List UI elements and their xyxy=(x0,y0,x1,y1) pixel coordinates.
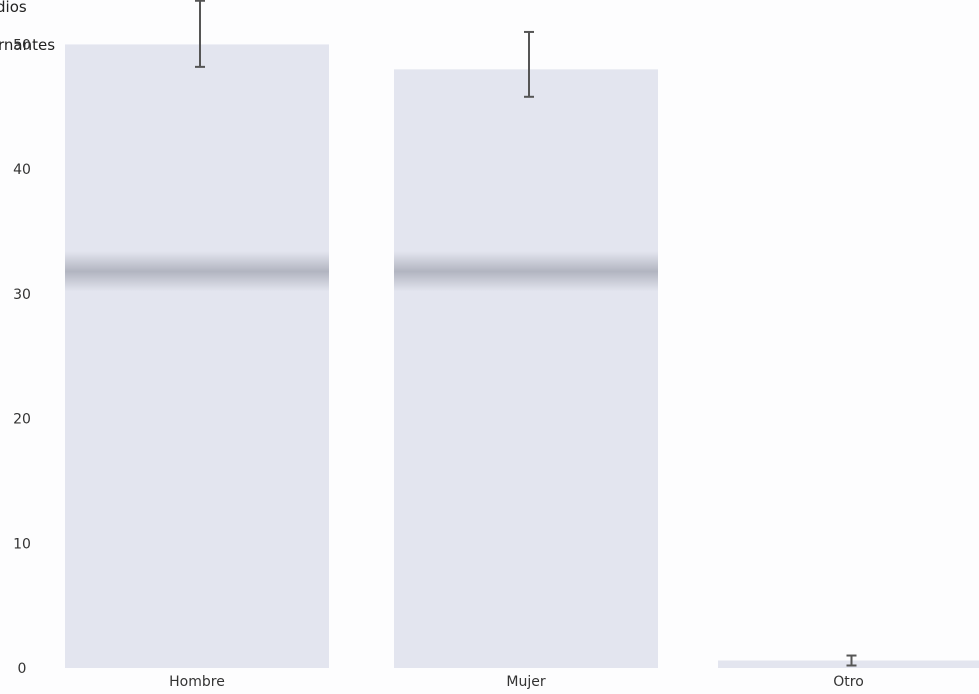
x-tick-label: Mujer xyxy=(506,674,545,690)
bar-otro xyxy=(718,660,979,668)
y-tick-label: 50 xyxy=(13,37,31,53)
bar-hombre xyxy=(65,44,329,668)
bar-mujer xyxy=(394,69,658,668)
x-tick-label: Hombre xyxy=(169,674,225,690)
bars xyxy=(65,0,979,668)
x-tick-label: Otro xyxy=(833,674,864,690)
y-tick-label: 0 xyxy=(18,661,27,677)
y-axis-title: dios rnantes xyxy=(0,0,55,54)
error-bar xyxy=(524,30,534,98)
x-axis-labels: Hombre Mujer Otro xyxy=(169,674,864,690)
bar-scan-band xyxy=(394,251,658,292)
error-bar xyxy=(846,654,857,667)
error-bar xyxy=(195,0,205,68)
y-axis-ticks: 0 10 20 30 40 50 xyxy=(13,37,31,677)
y-axis-title-line-2: rnantes xyxy=(0,36,55,54)
y-tick-label: 10 xyxy=(13,536,31,552)
bar-scan-band xyxy=(65,251,329,292)
y-tick-label: 30 xyxy=(13,287,31,303)
y-axis-title-line-1: dios xyxy=(0,0,27,16)
y-tick-label: 20 xyxy=(13,412,31,428)
y-tick-label: 40 xyxy=(13,162,31,178)
